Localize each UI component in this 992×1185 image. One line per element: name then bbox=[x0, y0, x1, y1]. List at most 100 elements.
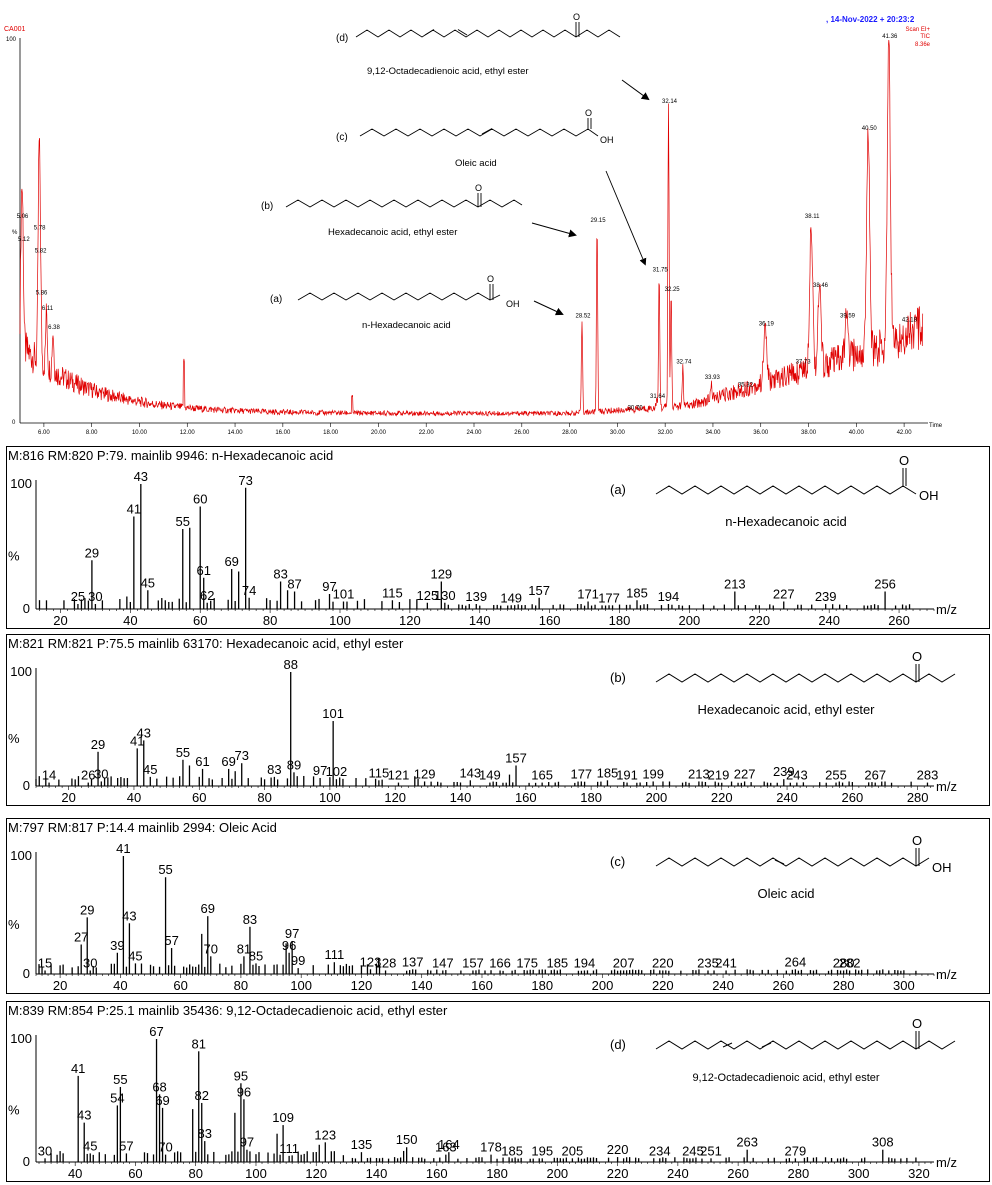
x-tick-label: 60 bbox=[128, 1166, 142, 1181]
spectrum-header: M:839 RM:854 P:25.1 mainlib 35436: 9,12-… bbox=[8, 1003, 448, 1018]
x-tick-label: 120 bbox=[384, 790, 406, 805]
x-tick-label: 180 bbox=[486, 1166, 508, 1181]
peak-label: 125 bbox=[416, 588, 438, 603]
y-pct-label: % bbox=[8, 1103, 20, 1118]
peak-label: 185 bbox=[597, 765, 619, 780]
tic-x-tick-label: 32.00 bbox=[658, 430, 674, 436]
peak-label: 26 bbox=[81, 768, 95, 783]
y-100-label: 100 bbox=[10, 1031, 32, 1046]
x-tick-label: 200 bbox=[679, 613, 701, 628]
peak-label: 128 bbox=[375, 955, 397, 970]
peak-label: 147 bbox=[432, 955, 454, 970]
tic-peak-label: 5.86 bbox=[36, 291, 48, 297]
y-zero-label: 0 bbox=[12, 420, 16, 426]
peak-label: 178 bbox=[480, 1140, 502, 1155]
peak-label: 171 bbox=[577, 587, 599, 602]
peak-label: 135 bbox=[351, 1137, 373, 1152]
peak-label: 194 bbox=[658, 589, 680, 604]
peak-label: 251 bbox=[700, 1143, 722, 1158]
peak-label: 25 bbox=[71, 589, 85, 604]
peak-label: 39 bbox=[110, 938, 124, 953]
peak-label: 149 bbox=[500, 590, 522, 605]
tic-x-tick-label: 30.00 bbox=[610, 430, 626, 436]
y-100-label: 100 bbox=[10, 848, 32, 863]
tic-chromatogram: CA001 , 14-Nov-2022 + 20:23:2 Scan EI+ T… bbox=[4, 12, 943, 436]
x-tick-label: 40 bbox=[113, 978, 127, 993]
peak-label: 157 bbox=[462, 955, 484, 970]
peak-label: 83 bbox=[273, 567, 287, 582]
peak-label: 30 bbox=[94, 766, 108, 781]
x-tick-label: 40 bbox=[123, 613, 137, 628]
peak-label: 263 bbox=[736, 1135, 758, 1150]
y-zero-label: 0 bbox=[23, 778, 30, 793]
peak-label: 220 bbox=[652, 955, 674, 970]
x-tick-label: 160 bbox=[471, 978, 493, 993]
y-pct-label: % bbox=[8, 549, 20, 564]
peak-label: 164 bbox=[438, 1137, 460, 1152]
x-tick-label: 180 bbox=[531, 978, 553, 993]
peak-label: 70 bbox=[204, 941, 218, 956]
peak-label: 227 bbox=[734, 766, 756, 781]
peak-label: 96 bbox=[282, 938, 296, 953]
x-axis-label: m/z bbox=[936, 779, 957, 794]
tic-x-tick-label: 42.00 bbox=[897, 430, 913, 436]
annotation-d-letter: (d) bbox=[336, 33, 348, 44]
peak-label: 195 bbox=[531, 1143, 553, 1158]
x-tick-label: 20 bbox=[53, 978, 67, 993]
peak-label: 227 bbox=[773, 587, 795, 602]
tic-peak-label: 6.38 bbox=[48, 325, 60, 331]
tic-peak-label: 35.32 bbox=[738, 383, 754, 389]
structure-o-label: O bbox=[912, 649, 922, 664]
arrow-a bbox=[533, 300, 564, 316]
arrow-c bbox=[605, 170, 647, 266]
peak-label: 220 bbox=[607, 1142, 629, 1157]
x-tick-label: 100 bbox=[329, 613, 351, 628]
x-tick-label: 260 bbox=[888, 613, 910, 628]
peak-label: 45 bbox=[83, 1138, 97, 1153]
peak-label: 73 bbox=[238, 473, 252, 488]
tic-trace bbox=[19, 39, 924, 417]
peak-label: 267 bbox=[864, 768, 886, 783]
peak-label: 239 bbox=[773, 764, 795, 779]
tic-x-tick-label: 12.00 bbox=[180, 430, 196, 436]
structure-b-ester bbox=[285, 193, 523, 208]
peak-label: 96 bbox=[237, 1084, 251, 1099]
peak-label: 213 bbox=[724, 577, 746, 592]
peak-label: 279 bbox=[785, 1143, 807, 1158]
arrow-b bbox=[531, 222, 577, 238]
tic-line bbox=[19, 39, 924, 417]
x-tick-label: 200 bbox=[646, 790, 668, 805]
tic-peak-label: 39.59 bbox=[840, 314, 856, 320]
annotation-d-name: 9,12-Octadecadienoic acid, ethyl ester bbox=[367, 66, 529, 77]
tic-peak-label: 29.15 bbox=[591, 218, 607, 224]
peak-label: 55 bbox=[113, 1072, 127, 1087]
x-tick-label: 280 bbox=[833, 978, 855, 993]
peak-label: 69 bbox=[155, 1093, 169, 1108]
structure-a-acid bbox=[297, 284, 501, 301]
spectrum-panel-c: M:797 RM:817 P:14.4 mainlib 2994: Oleic … bbox=[6, 818, 990, 994]
peak-label: 185 bbox=[546, 955, 568, 970]
peak-label: 111 bbox=[279, 1141, 299, 1156]
x-tick-label: 220 bbox=[748, 613, 770, 628]
peak-label: 115 bbox=[369, 765, 390, 780]
x-tick-label: 220 bbox=[711, 790, 733, 805]
peak-label: 177 bbox=[570, 766, 592, 781]
peak-label: 235 bbox=[697, 955, 719, 970]
peak-label: 213 bbox=[688, 766, 710, 781]
x-tick-label: 280 bbox=[788, 1166, 810, 1181]
peak-label: 101 bbox=[322, 706, 344, 721]
y-pct-label: % bbox=[8, 731, 20, 746]
peak-label: 97 bbox=[322, 579, 336, 594]
structure-letter: (d) bbox=[610, 1037, 626, 1052]
peak-label: 43 bbox=[122, 908, 136, 923]
peak-label: 41 bbox=[130, 733, 144, 748]
structure-letter: (c) bbox=[610, 854, 625, 869]
peak-label: 219 bbox=[708, 768, 730, 783]
peak-label: 30 bbox=[83, 955, 97, 970]
peak-label: 101 bbox=[333, 587, 355, 602]
peak-label: 55 bbox=[176, 745, 190, 760]
structure-c-o-label: O bbox=[585, 108, 592, 118]
tic-peak-label: 42.18 bbox=[902, 317, 918, 323]
tic-x-tick-label: 16.00 bbox=[275, 430, 291, 436]
peak-label: 61 bbox=[196, 563, 210, 578]
